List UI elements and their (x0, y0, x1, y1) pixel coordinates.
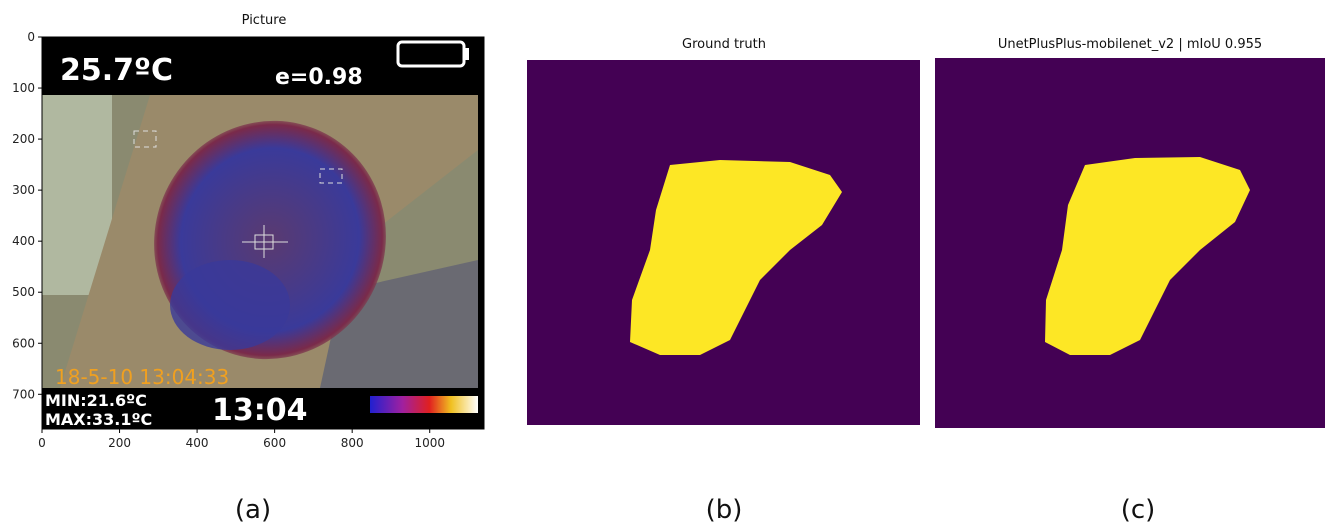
max-temp: MAX:33.1ºC (45, 410, 152, 429)
y-tick-label: 200 (12, 132, 35, 146)
temperature: 25.7ºC (60, 53, 173, 88)
y-tick-label: 700 (12, 387, 35, 401)
timestamp: 18-5-10 13:04:33 (55, 365, 229, 389)
x-tick-label: 600 (263, 436, 286, 450)
emissivity: e=0.98 (275, 65, 363, 90)
caption: (b) (706, 495, 743, 525)
y-tick-label: 100 (12, 81, 35, 95)
panel-title: Picture (242, 13, 287, 28)
panel-title: UnetPlusPlus-mobilenet_v2 | mIoU 0.955 (998, 37, 1262, 52)
caption: (a) (235, 495, 271, 525)
panel-title: Ground truth (682, 37, 766, 52)
x-tick-label: 800 (341, 436, 364, 450)
x-tick-label: 1000 (414, 436, 445, 450)
page: {"panels": [ {"title": "Picture", "capti… (0, 0, 1335, 529)
y-tick-label: 0 (27, 30, 35, 44)
y-tick-label: 300 (12, 183, 35, 197)
x-tick-label: 0 (38, 436, 46, 450)
y-tick-label: 400 (12, 234, 35, 248)
y-tick-label: 600 (12, 336, 35, 350)
caption: (c) (1121, 495, 1156, 525)
clock: 13:04 (212, 393, 308, 428)
x-tick-label: 200 (108, 436, 131, 450)
min-temp: MIN:21.6ºC (45, 391, 147, 410)
x-tick-label: 400 (186, 436, 209, 450)
y-tick-label: 500 (12, 285, 35, 299)
figure: 020040060080010000100200300400500600700 … (0, 0, 1335, 529)
